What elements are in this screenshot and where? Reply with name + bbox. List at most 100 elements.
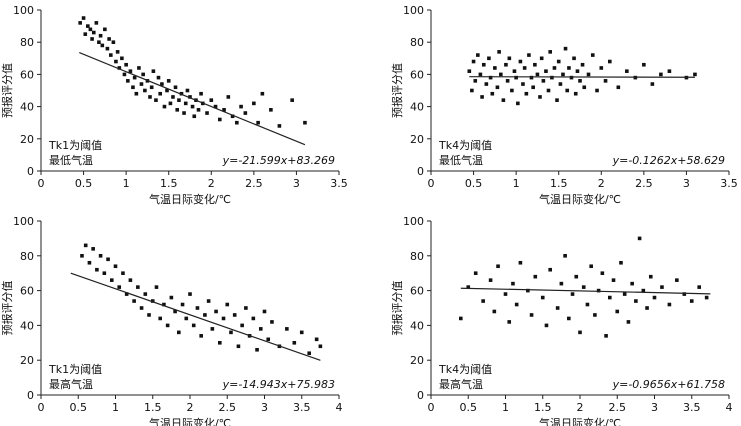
data-point xyxy=(206,299,211,303)
data-point xyxy=(599,66,604,70)
x-tick-label: 3 xyxy=(651,401,658,414)
data-point xyxy=(589,264,593,269)
data-point xyxy=(232,313,237,317)
data-point xyxy=(270,320,274,324)
data-point xyxy=(158,91,162,96)
data-point xyxy=(570,292,575,296)
data-point xyxy=(524,91,529,96)
data-point xyxy=(484,82,489,86)
data-point xyxy=(488,75,493,80)
y-tick-label: 40 xyxy=(410,319,424,332)
data-point xyxy=(616,85,621,90)
data-point xyxy=(255,347,259,352)
data-point xyxy=(593,313,597,317)
data-point xyxy=(595,88,599,93)
data-point xyxy=(252,101,256,106)
data-point xyxy=(555,306,560,310)
data-point xyxy=(704,295,709,300)
data-point xyxy=(131,85,135,90)
data-point xyxy=(556,59,561,64)
data-point xyxy=(106,257,110,262)
data-point xyxy=(467,69,472,73)
x-axis-label: 气温日际变化/℃ xyxy=(149,192,231,206)
data-point xyxy=(175,108,180,112)
temperature-type-annotation: 最高气温 xyxy=(439,377,483,391)
data-point xyxy=(258,327,263,331)
data-point xyxy=(510,88,514,93)
data-point xyxy=(128,69,133,73)
x-axis-label: 气温日际变化/℃ xyxy=(539,416,621,426)
data-point xyxy=(260,91,265,96)
data-point xyxy=(546,88,551,93)
data-point xyxy=(136,285,140,289)
data-point xyxy=(563,254,567,258)
data-point xyxy=(199,334,203,338)
data-point xyxy=(619,260,623,265)
x-tick-label: 0.5 xyxy=(460,401,478,414)
y-tick-label: 60 xyxy=(410,285,424,298)
data-point xyxy=(575,69,580,73)
data-point xyxy=(141,72,145,77)
data-point xyxy=(229,330,233,335)
data-point xyxy=(533,274,538,279)
data-point xyxy=(488,278,493,282)
data-point xyxy=(565,88,570,93)
data-point xyxy=(147,313,151,317)
data-point xyxy=(580,62,585,67)
data-point xyxy=(675,278,679,282)
data-point xyxy=(307,351,311,356)
x-tick-label: 0.5 xyxy=(465,177,483,190)
y-tick-label: 100 xyxy=(403,215,424,228)
regression-line xyxy=(460,287,711,295)
data-point xyxy=(292,341,297,345)
data-point xyxy=(236,344,241,349)
data-point xyxy=(240,323,244,328)
data-point xyxy=(111,40,116,44)
data-point xyxy=(318,344,323,349)
y-axis-label: 预报评分值 xyxy=(390,63,404,118)
data-point xyxy=(86,24,90,28)
data-point xyxy=(97,40,101,44)
data-point xyxy=(188,292,192,296)
data-point xyxy=(650,82,655,86)
data-point xyxy=(151,69,156,73)
data-point xyxy=(137,66,141,70)
y-tick-label: 20 xyxy=(410,354,424,367)
data-point xyxy=(124,292,129,296)
data-point xyxy=(596,288,601,293)
threshold-annotation: Tk4为阈值 xyxy=(438,362,492,376)
data-point xyxy=(642,62,646,67)
data-point xyxy=(90,37,94,41)
y-tick-label: 20 xyxy=(410,133,424,146)
data-point xyxy=(608,295,612,300)
y-tick-label: 100 xyxy=(403,4,424,17)
data-point xyxy=(626,320,631,324)
data-point xyxy=(552,66,557,70)
data-point xyxy=(102,271,107,275)
x-tick-label: 1.5 xyxy=(144,401,162,414)
data-point xyxy=(501,98,506,102)
data-point xyxy=(192,114,197,119)
data-point xyxy=(611,278,616,282)
data-point xyxy=(555,98,559,102)
data-point xyxy=(218,341,222,345)
data-point xyxy=(526,288,530,293)
data-point xyxy=(262,309,267,314)
data-point xyxy=(221,316,226,321)
data-point xyxy=(478,72,483,77)
data-point xyxy=(239,104,243,109)
data-point xyxy=(150,299,155,303)
y-axis-label: 预报评分值 xyxy=(0,63,14,118)
x-tick-label: 0.5 xyxy=(75,177,93,190)
regression-equation: y=-0.9656x+61.758 xyxy=(612,378,725,391)
data-point xyxy=(222,108,226,112)
regression-equation: y=-21.599x+83.269 xyxy=(222,154,335,167)
x-tick-label: 2 xyxy=(598,177,605,190)
data-point xyxy=(134,91,139,96)
data-point xyxy=(162,104,167,109)
y-tick-label: 60 xyxy=(20,285,34,298)
data-point xyxy=(615,309,620,314)
regression-line xyxy=(469,76,695,78)
x-tick-label: 1.5 xyxy=(550,177,568,190)
y-tick-label: 20 xyxy=(20,354,34,367)
